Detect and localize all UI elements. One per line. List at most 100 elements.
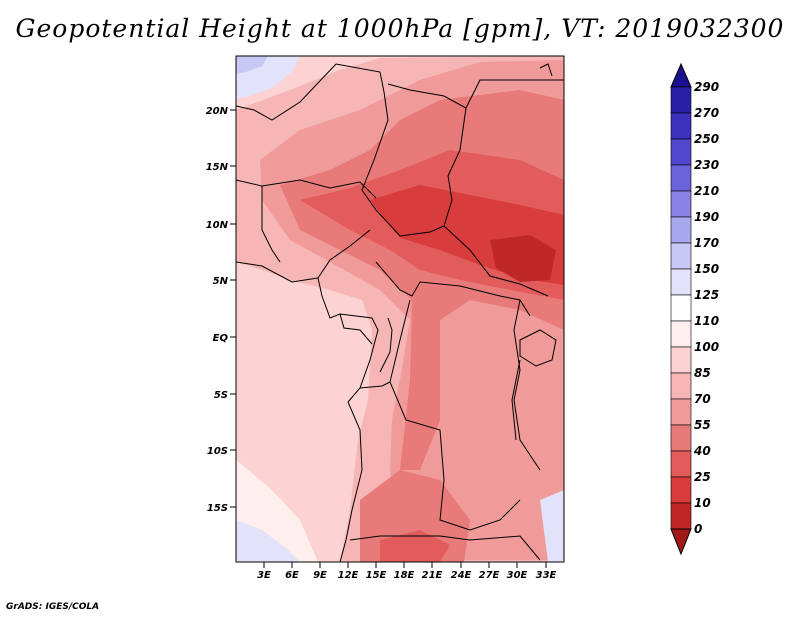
- colorbar-segment: [670, 112, 692, 140]
- border-nigeria-niger: [261, 179, 377, 199]
- colorbar-segment: [670, 242, 692, 270]
- field-se-high: [540, 490, 564, 562]
- lat-tick: 20N: [206, 106, 236, 117]
- lon-tick-label: 12E: [338, 570, 359, 581]
- lat-tick-label: 20N: [206, 106, 229, 117]
- field-low-core: [490, 235, 556, 282]
- colorbar-top-arrow: [670, 62, 692, 88]
- colorbar-segment: [670, 294, 692, 322]
- lat-tick: 15S: [207, 503, 236, 514]
- border-drc-angola: [389, 299, 521, 531]
- lon-tick: 3E: [257, 562, 271, 581]
- border-congo-drc: [379, 317, 393, 373]
- lat-tick: 10S: [207, 446, 236, 457]
- lon-tick: 9E: [313, 562, 327, 581]
- colorbar-segment: [670, 346, 692, 374]
- colorbar-label: 290: [694, 80, 719, 94]
- lat-tick-label: 15S: [207, 503, 228, 514]
- lat-tick: 5N: [213, 276, 236, 287]
- lon-tick: 33E: [536, 562, 557, 581]
- lon-tick-label: 18E: [394, 570, 415, 581]
- colorbar-segment: [670, 372, 692, 400]
- credit-text: GrADS: IGES/COLA: [6, 602, 100, 612]
- colorbar-segment: [670, 450, 692, 478]
- chart-title: Geopotential Height at 1000hPa [gpm], VT…: [15, 14, 785, 43]
- field-sw-white: [236, 460, 318, 562]
- colorbar-label: 270: [694, 106, 719, 120]
- border-eq-guinea: [339, 313, 373, 345]
- coastline-south: [339, 401, 363, 562]
- lon-tick: 30E: [507, 562, 528, 581]
- lon-tick: 21E: [422, 562, 443, 581]
- border-south: [349, 535, 541, 561]
- coastline-north: [236, 261, 379, 403]
- lon-tick: 18E: [394, 562, 415, 581]
- lon-tick: 27E: [479, 562, 500, 581]
- colorbar-segment: [670, 138, 692, 166]
- map-frame: [235, 55, 565, 563]
- lon-tick-label: 6E: [285, 570, 299, 581]
- border-mali-algeria: [236, 63, 337, 121]
- lon-tick-label: 15E: [366, 570, 387, 581]
- colorbar: 290 270 250 230 210 190 170 150 125 110 …: [670, 62, 719, 556]
- lat-tick-label: EQ: [213, 333, 229, 344]
- field-nw-high-core: [236, 56, 268, 74]
- colorbar-label: 190: [694, 210, 719, 224]
- colorbar-segment: [670, 86, 692, 114]
- colorbar-label: 170: [694, 236, 719, 250]
- colorbar-label: 250: [694, 132, 719, 146]
- longitude-axis: 3E 6E 9E 12E 15E 18E 21E 24E 27E 30E 33E: [257, 562, 557, 581]
- colorbar-segment: [670, 164, 692, 192]
- height-field: [236, 56, 564, 562]
- lat-tick: EQ: [213, 333, 236, 344]
- colorbar-label: 40: [693, 444, 711, 458]
- lon-tick-label: 30E: [507, 570, 528, 581]
- country-borders: [236, 63, 564, 562]
- colorbar-segment: [670, 216, 692, 244]
- colorbar-label: 230: [694, 158, 719, 172]
- border-congo-angola: [359, 381, 391, 389]
- colorbar-bottom-arrow: [670, 528, 692, 556]
- border-chad-sudan: [375, 83, 467, 237]
- border-car-drc: [375, 261, 531, 317]
- colorbar-segment: [670, 502, 692, 530]
- lon-tick: 24E: [451, 562, 472, 581]
- lon-tick-label: 24E: [451, 570, 472, 581]
- lon-tick-label: 27E: [479, 570, 500, 581]
- colorbar-label: 100: [694, 340, 719, 354]
- colorbar-segment: [670, 268, 692, 296]
- coast-red-sea: [539, 63, 553, 77]
- lat-tick-label: 15N: [206, 162, 229, 173]
- lon-tick: 12E: [338, 562, 359, 581]
- lake-victoria: [519, 329, 557, 367]
- border-egypt-sudan: [465, 79, 564, 109]
- colorbar-label: 150: [694, 262, 719, 276]
- colorbar-label: 110: [694, 314, 719, 328]
- colorbar-label: 25: [694, 470, 711, 484]
- colorbar-label: 210: [694, 184, 719, 198]
- colorbar-segment: [670, 398, 692, 426]
- border-niger-chad: [335, 63, 389, 211]
- lon-tick-label: 33E: [536, 570, 557, 581]
- field-sw-high: [236, 520, 300, 562]
- lat-tick: 5S: [214, 390, 236, 401]
- border-benin-nigeria: [261, 186, 281, 263]
- lon-tick: 6E: [285, 562, 299, 581]
- colorbar-segment: [670, 476, 692, 504]
- colorbar-label: 55: [694, 418, 711, 432]
- border-sudan-car: [443, 225, 549, 297]
- colorbar-label: 85: [694, 366, 711, 380]
- lat-tick: 15N: [206, 162, 236, 173]
- lat-tick-label: 5N: [213, 276, 229, 287]
- latitude-axis: 20N 15N 10N 5N EQ 5S 10S 15S: [206, 106, 236, 514]
- lake-tanganyika: [511, 359, 521, 441]
- colorbar-segment: [670, 424, 692, 452]
- colorbar-segment: [670, 320, 692, 348]
- lat-tick-label: 10S: [207, 446, 228, 457]
- lon-tick-label: 9E: [313, 570, 327, 581]
- lon-tick: 15E: [366, 562, 387, 581]
- lat-tick-label: 10N: [206, 220, 229, 231]
- colorbar-label: 10: [694, 496, 711, 510]
- colorbar-label: 0: [694, 522, 702, 536]
